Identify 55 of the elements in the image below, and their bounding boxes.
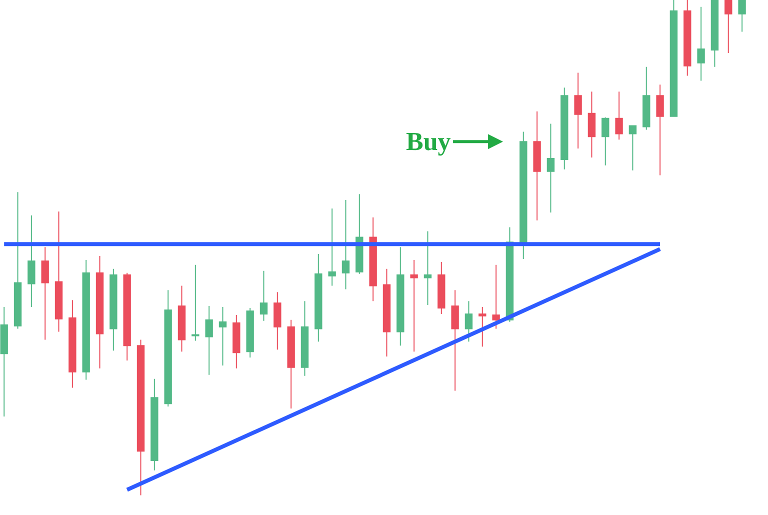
candlestick	[369, 216, 377, 302]
candlestick	[205, 306, 213, 376]
candlestick	[628, 125, 637, 171]
candlestick	[656, 84, 664, 176]
candlestick	[136, 339, 145, 496]
candlestick	[14, 192, 22, 330]
candlestick	[342, 200, 350, 290]
candlestick	[546, 123, 555, 213]
candlestick	[274, 292, 282, 350]
candlestick	[164, 290, 172, 408]
candlestick	[424, 230, 432, 306]
candlestick	[192, 264, 200, 342]
candlestick	[287, 319, 295, 410]
candlestick	[464, 300, 473, 342]
candlestick	[96, 256, 104, 369]
candlestick	[670, 0, 678, 117]
candlestick	[724, 0, 732, 54]
candlestick	[246, 308, 254, 358]
candlestick	[438, 261, 446, 314]
candlestick	[697, 6, 705, 82]
candlestick	[533, 110, 541, 221]
candlestick	[602, 116, 610, 166]
candlestick	[82, 259, 90, 380]
candlestick	[0, 306, 8, 417]
candlestick	[68, 300, 76, 388]
candlestick	[260, 270, 268, 322]
candlestick	[588, 91, 596, 158]
candlestick	[300, 300, 309, 376]
candlestick	[451, 290, 459, 392]
candlestick	[478, 306, 486, 348]
candlestick	[560, 87, 568, 170]
candlestick	[738, 0, 746, 32]
candlestick	[110, 268, 118, 352]
candlestick	[41, 246, 49, 340]
candlestick	[710, 0, 719, 68]
candlestick	[178, 285, 186, 352]
candlestick	[123, 272, 131, 361]
candlestick	[28, 214, 36, 308]
candlestick	[684, 0, 692, 76]
candlestick	[328, 208, 336, 286]
candlestick	[382, 268, 391, 358]
candlestick	[615, 91, 623, 140]
candlestick	[314, 254, 322, 342]
candlestick	[492, 264, 500, 330]
candlestick	[218, 306, 227, 366]
candlestick	[520, 131, 528, 260]
candlestick	[356, 194, 364, 274]
candlestick	[574, 72, 582, 150]
candlestick	[232, 314, 240, 369]
candlestick	[396, 246, 404, 346]
annotation: Buy	[406, 127, 451, 156]
candlestick	[642, 66, 650, 130]
candlestick	[54, 210, 63, 332]
candlestick	[410, 259, 418, 352]
candlestick	[150, 378, 158, 471]
